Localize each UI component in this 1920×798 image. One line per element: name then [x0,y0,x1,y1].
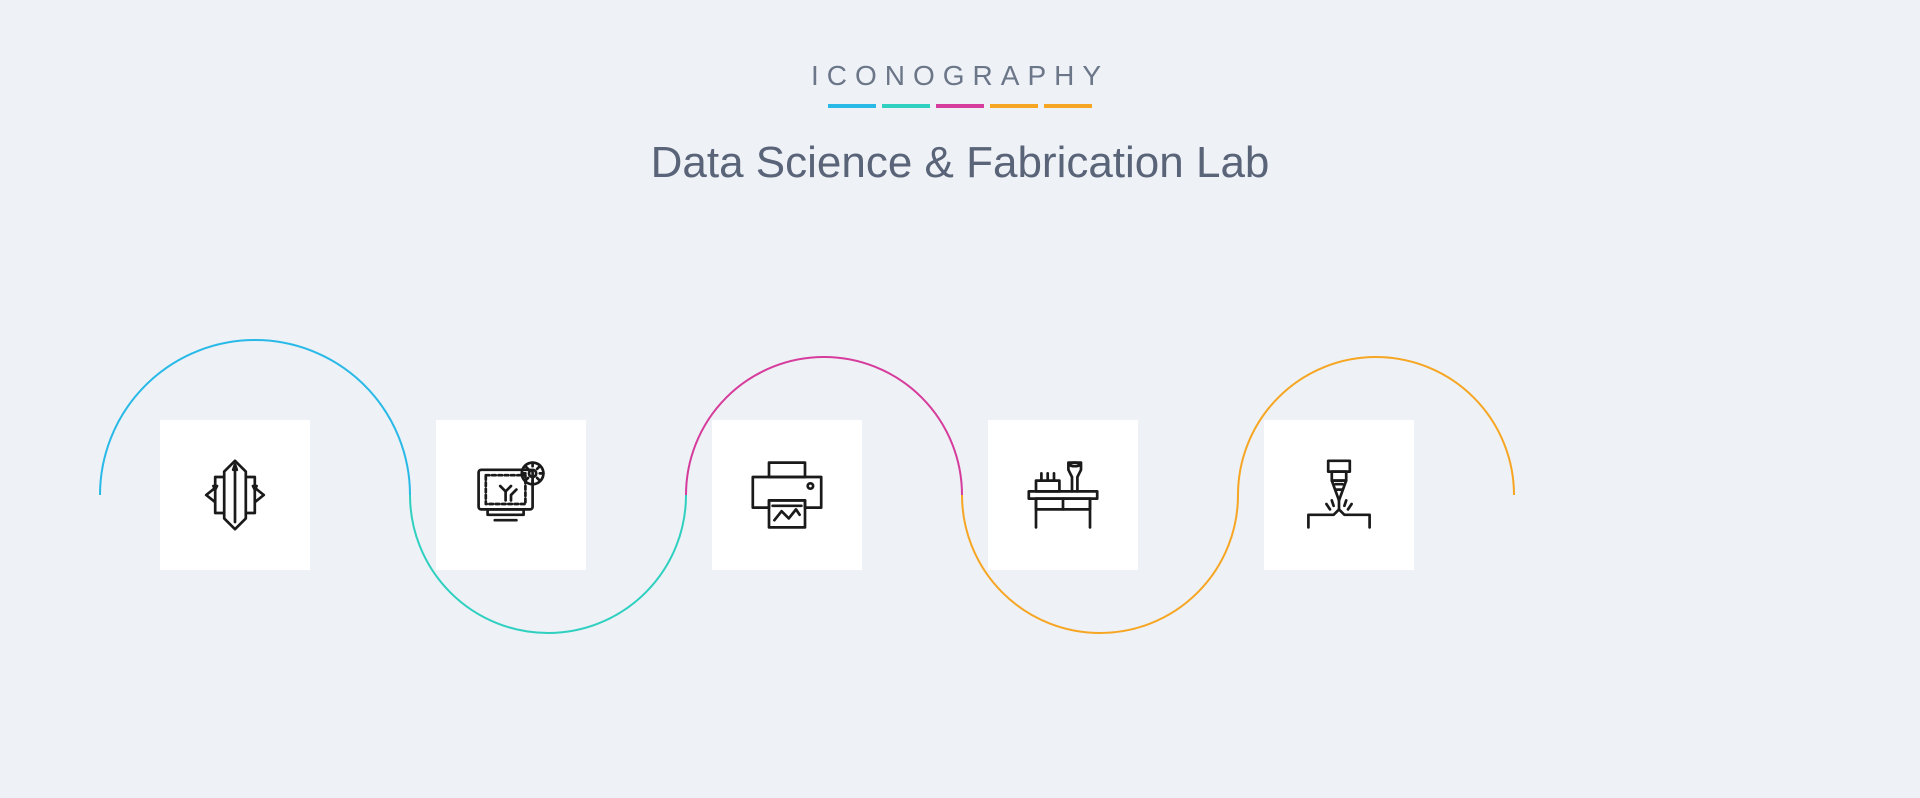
circuit-icon [436,420,586,570]
icon-stage [0,0,1920,798]
lab-bench-icon [988,420,1138,570]
algorithm-icon [160,420,310,570]
laser-cut-icon [1264,420,1414,570]
printer-icon [712,420,862,570]
